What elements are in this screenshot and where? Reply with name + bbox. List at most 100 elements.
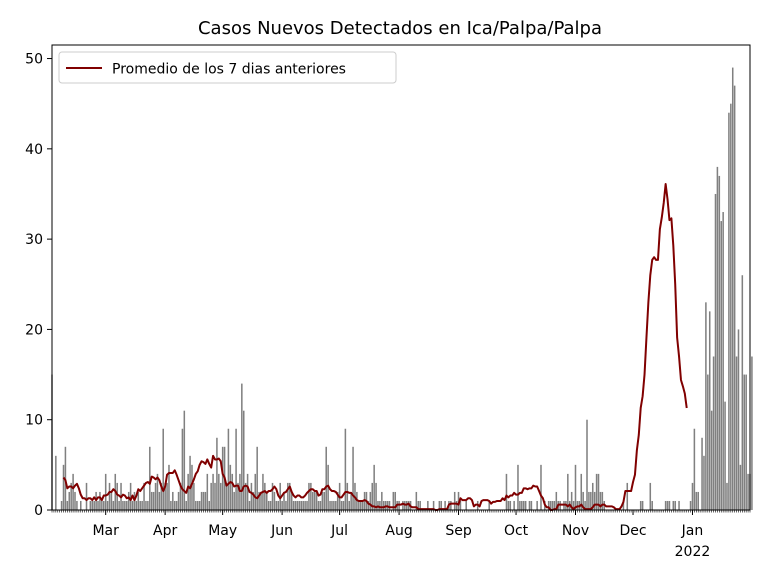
bar [302, 500, 304, 510]
bar [269, 500, 272, 510]
bar [93, 500, 95, 510]
bar [639, 500, 642, 510]
bar [267, 500, 270, 510]
bar [300, 500, 303, 510]
bar [703, 455, 705, 510]
y-tick-label: 30 [25, 232, 43, 248]
bar [407, 500, 410, 510]
bar [147, 500, 149, 510]
bar [273, 491, 276, 510]
bar [507, 500, 510, 510]
bar [651, 500, 653, 510]
bar [200, 491, 203, 510]
bar [141, 500, 143, 510]
bar [375, 482, 377, 510]
bar [279, 482, 281, 510]
bar [195, 500, 197, 510]
bar [244, 482, 247, 510]
bar [457, 491, 460, 510]
bar [298, 500, 301, 510]
bar [724, 401, 726, 510]
bar [513, 500, 515, 510]
bar [179, 482, 182, 510]
bar [739, 464, 742, 510]
bar [536, 500, 538, 510]
bar [540, 464, 542, 510]
bar [350, 491, 352, 510]
bar [145, 500, 147, 510]
bar [705, 302, 707, 510]
bar [271, 482, 274, 510]
bar [735, 356, 738, 510]
bar [275, 500, 278, 510]
axes: 0 10 20 30 40 50 Mar Apr May Jun Jul Aug Sep Oct Nov De… [25, 44, 751, 560]
bar [335, 500, 337, 510]
bar [112, 500, 115, 510]
bar [666, 500, 669, 510]
bar [131, 500, 134, 510]
y-tick-label: 20 [25, 322, 43, 338]
bar [555, 491, 558, 510]
bar [237, 482, 239, 510]
bar [319, 500, 322, 510]
bar [118, 500, 120, 510]
bar [242, 410, 245, 510]
bar [553, 500, 556, 510]
bar [126, 500, 128, 510]
bar [402, 500, 404, 510]
bar [369, 491, 372, 510]
bar [722, 212, 724, 511]
bar [152, 491, 155, 510]
bar [193, 482, 195, 510]
bar [517, 464, 519, 510]
bar [344, 428, 347, 510]
bar [181, 428, 184, 510]
bar [329, 500, 331, 510]
bar [626, 482, 629, 510]
bar [122, 500, 124, 510]
bar [143, 482, 145, 510]
bar [74, 491, 76, 510]
bar [524, 500, 527, 510]
bar [591, 482, 594, 510]
x-tick-label: Jul [330, 523, 348, 539]
bar [127, 491, 130, 510]
bar [289, 482, 291, 510]
bar [678, 500, 680, 510]
bar [505, 473, 508, 510]
bar [216, 437, 218, 510]
y-tick-label: 50 [25, 52, 43, 68]
bar [212, 473, 214, 510]
bar [710, 410, 713, 510]
bar [241, 383, 243, 510]
bar [567, 473, 569, 510]
bar [373, 464, 375, 510]
bar [55, 455, 57, 510]
bar [547, 500, 550, 510]
bar [168, 464, 170, 510]
bar [455, 500, 458, 510]
bar [572, 500, 575, 510]
bar [101, 500, 103, 510]
bar [394, 491, 397, 510]
chart-title: Casos Nuevos Detectados en Ica/Palpa/Pal… [198, 18, 602, 39]
x-tick-label: Mar [92, 523, 119, 539]
bar [415, 491, 418, 510]
bar [528, 500, 531, 510]
daily-cases-bars [51, 67, 753, 511]
bar [227, 428, 230, 510]
bar [312, 491, 314, 510]
x-tick-label: Apr [153, 523, 177, 539]
bar [595, 473, 598, 510]
bar [206, 473, 209, 510]
bar [509, 500, 512, 510]
bar [235, 428, 237, 510]
bar [260, 491, 262, 510]
bar [108, 482, 111, 510]
bar [586, 419, 588, 510]
bar [331, 500, 333, 510]
bar [296, 500, 299, 510]
bar [672, 500, 675, 510]
bar [137, 491, 140, 510]
